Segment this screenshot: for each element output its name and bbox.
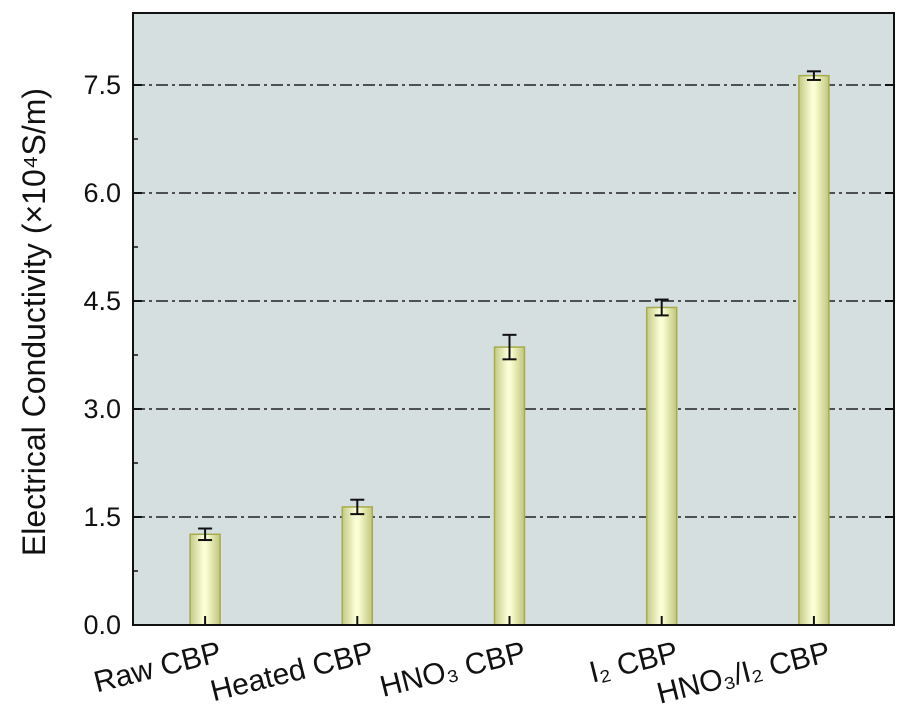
bar <box>189 533 221 626</box>
y-axis-title: Electrical Conductivity (×10⁴S/m) <box>16 88 52 556</box>
y-tick-label: 0.0 <box>83 610 121 640</box>
bar <box>645 306 678 626</box>
error-bar <box>654 298 669 317</box>
error-bar <box>502 333 517 361</box>
grid-lines <box>133 84 894 518</box>
y-tick-label: 7.5 <box>83 70 121 100</box>
bar <box>798 74 830 626</box>
bar <box>341 506 374 626</box>
x-tick-label: Heated CBP <box>207 636 377 708</box>
y-tick-label: 3.0 <box>83 394 121 424</box>
error-bar <box>350 498 365 516</box>
bars <box>189 70 830 626</box>
y-tick-label: 4.5 <box>83 286 121 316</box>
x-tick-label: HNO₃ CBP <box>377 636 529 704</box>
x-tick-label: HNO₃/I₂ CBP <box>654 636 834 711</box>
plot-frame <box>132 12 895 626</box>
x-tick-label: Raw CBP <box>91 636 225 699</box>
y-tick-label: 1.5 <box>83 502 121 532</box>
y-tick-label: 6.0 <box>83 178 121 208</box>
bar <box>493 346 526 626</box>
error-bar <box>806 70 821 81</box>
error-bar <box>198 527 213 542</box>
